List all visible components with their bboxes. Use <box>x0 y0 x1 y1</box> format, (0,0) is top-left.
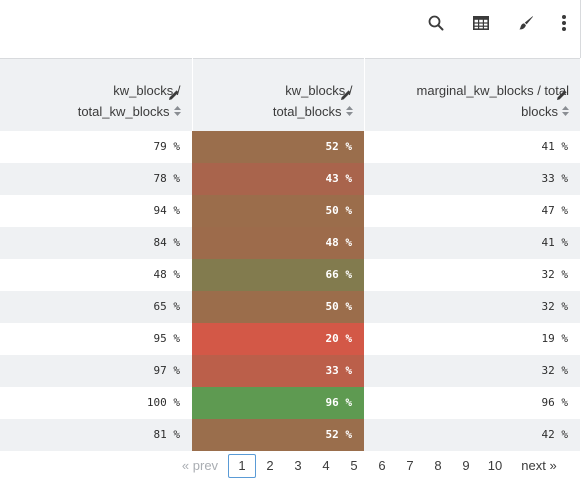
sort-icon[interactable] <box>562 106 569 117</box>
page-link-4[interactable]: 4 <box>322 458 330 473</box>
table-cell[interactable]: 78 % <box>0 162 192 195</box>
table-cell[interactable]: 79 % <box>0 130 192 163</box>
column-header-marginal-kw-blocks-total-blocks[interactable]: marginal_kw_blocks / total blocks <box>364 58 580 131</box>
table-row: 78 % 43 % 33 % <box>0 162 580 195</box>
table-cell[interactable]: 100 % <box>0 386 192 419</box>
pencil-icon[interactable] <box>168 86 180 100</box>
pencil-icon[interactable] <box>340 86 352 100</box>
page-link-8[interactable]: 8 <box>434 458 442 473</box>
more-vertical-icon[interactable] <box>552 11 576 35</box>
heatmap-cell[interactable]: 52 % <box>192 418 364 451</box>
heatmap-cell[interactable]: 33 % <box>192 354 364 387</box>
table-row: 81 % 52 % 42 % <box>0 418 580 451</box>
table-cell[interactable]: 32 % <box>364 354 580 387</box>
search-icon[interactable] <box>424 11 448 35</box>
table-cell[interactable]: 33 % <box>364 162 580 195</box>
heatmap-cell[interactable]: 20 % <box>192 322 364 355</box>
table-cell[interactable]: 42 % <box>364 418 580 451</box>
next-page-link[interactable]: next » <box>521 458 557 473</box>
toolbar <box>0 0 585 48</box>
table-row: 65 % 50 % 32 % <box>0 290 580 323</box>
table-cell[interactable]: 81 % <box>0 418 192 451</box>
heatmap-cell[interactable]: 43 % <box>192 162 364 195</box>
page-link-7[interactable]: 7 <box>406 458 414 473</box>
header-row: kw_blocks / total_kw_blocks kw_blocks / to… <box>0 58 580 131</box>
table-cell[interactable]: 97 % <box>0 354 192 387</box>
page-link-1[interactable]: 1 <box>228 454 256 478</box>
table-row: 48 % 66 % 32 % <box>0 258 580 291</box>
table-cell[interactable]: 84 % <box>0 226 192 259</box>
table-row: 100 % 96 % 96 % <box>0 386 580 419</box>
paintbrush-icon[interactable] <box>514 11 538 35</box>
column-header-label: kw_blocks / total_kw_blocks <box>77 82 181 119</box>
table-cell[interactable]: 41 % <box>364 226 580 259</box>
table-row: 97 % 33 % 32 % <box>0 354 580 387</box>
table-cell[interactable]: 47 % <box>364 194 580 227</box>
table-cell[interactable]: 41 % <box>364 130 580 163</box>
sort-icon[interactable] <box>345 106 353 117</box>
table-row: 84 % 48 % 41 % <box>0 226 580 259</box>
table-cell[interactable]: 65 % <box>0 290 192 323</box>
divider <box>580 0 581 58</box>
heatmap-cell[interactable]: 52 % <box>192 130 364 163</box>
table-cell[interactable]: 32 % <box>364 290 580 323</box>
page-link-6[interactable]: 6 <box>378 458 386 473</box>
heatmap-cell[interactable]: 48 % <box>192 226 364 259</box>
column-header-kw-blocks-total-blocks[interactable]: kw_blocks / total_blocks <box>192 58 365 131</box>
heatmap-cell[interactable]: 50 % <box>192 194 364 227</box>
table-cell[interactable]: 32 % <box>364 258 580 291</box>
column-header-kw-blocks-total-kw-blocks[interactable]: kw_blocks / total_kw_blocks <box>0 58 193 131</box>
table-icon[interactable] <box>469 11 493 35</box>
column-header-label: marginal_kw_blocks / total blocks <box>416 82 569 119</box>
table-cell[interactable]: 48 % <box>0 258 192 291</box>
heatmap-cell[interactable]: 96 % <box>192 386 364 419</box>
table-cell[interactable]: 95 % <box>0 322 192 355</box>
table-row: 94 % 50 % 47 % <box>0 194 580 227</box>
column-header-label: kw_blocks / total_blocks <box>272 82 353 119</box>
table-row: 79 % 52 % 41 % <box>0 130 580 163</box>
table-cell[interactable]: 96 % <box>364 386 580 419</box>
table-cell[interactable]: 94 % <box>0 194 192 227</box>
pagination: « prev 1 2 3 4 5 6 7 8 9 10 next » <box>0 454 585 480</box>
heatmap-cell[interactable]: 50 % <box>192 290 364 323</box>
page-link-9[interactable]: 9 <box>462 458 470 473</box>
page-link-10[interactable]: 10 <box>487 458 503 473</box>
table-body: 79 % 52 % 41 % 78 % 43 % 33 % 94 % 50 % 47 % 8… <box>0 130 580 451</box>
table-row: 95 % 20 % 19 % <box>0 322 580 355</box>
page-link-3[interactable]: 3 <box>294 458 302 473</box>
sort-icon[interactable] <box>173 106 181 117</box>
prev-page-link: « prev <box>181 458 219 473</box>
page-link-5[interactable]: 5 <box>350 458 358 473</box>
pencil-icon[interactable] <box>556 86 568 100</box>
page-link-2[interactable]: 2 <box>266 458 274 473</box>
heatmap-cell[interactable]: 66 % <box>192 258 364 291</box>
results-table: kw_blocks / total_kw_blocks kw_blocks / to… <box>0 58 580 451</box>
table-cell[interactable]: 19 % <box>364 322 580 355</box>
